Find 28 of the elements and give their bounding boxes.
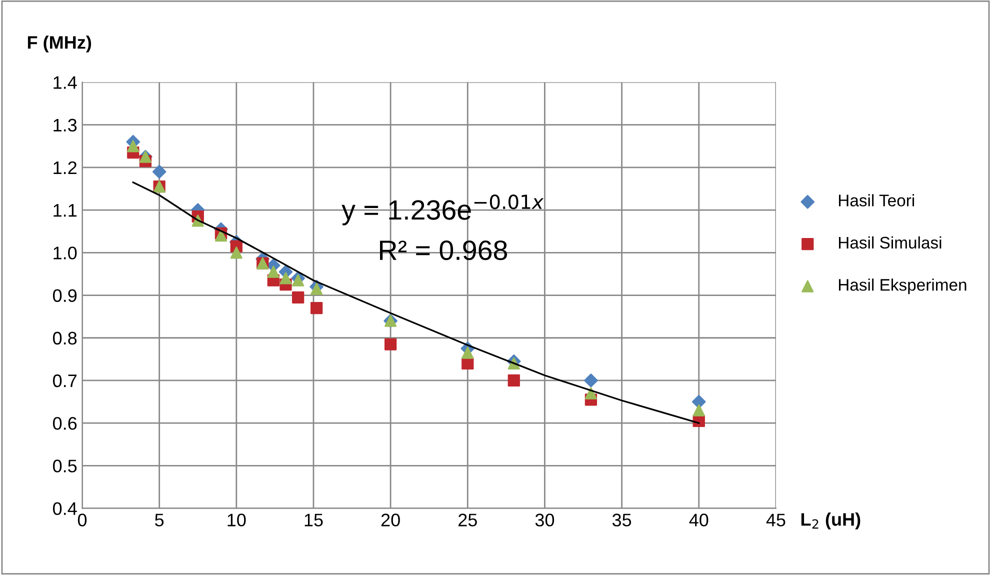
y-tick-label: 0.5 xyxy=(53,460,77,472)
x-axis-title: L$_{2}$ (uH) xyxy=(801,512,860,530)
y-tick-label: 1.1 xyxy=(54,204,77,217)
y-tick-label: 0.6 xyxy=(53,417,77,430)
annotation: R² = 0.968 xyxy=(380,240,508,260)
legend-label: Hasil Eksperimen xyxy=(838,278,966,294)
y-tick-label: 0.9 xyxy=(53,289,77,302)
y-tick-label: 1.3 xyxy=(54,118,77,132)
y-tick-label: 1.4 xyxy=(54,76,77,89)
x-tick-label: 15 xyxy=(304,514,323,526)
x-tick-label: 20 xyxy=(381,514,400,526)
x-tick-label: 25 xyxy=(458,514,477,526)
x-tick-label: 35 xyxy=(612,514,632,526)
y-axis-title: F (MHz) xyxy=(28,36,92,52)
legend-label: Hasil Simulasi xyxy=(838,236,942,249)
legend-label: Hasil Teori xyxy=(838,194,914,206)
x-tick-label: 5 xyxy=(155,514,164,526)
y-tick-label: 0.8 xyxy=(53,332,77,345)
annotation: y = 1.236e$^{−0.01x}$ xyxy=(342,194,544,226)
x-tick-label: 45 xyxy=(766,514,786,526)
y-tick-label: 1.0 xyxy=(54,246,77,260)
y-tick-label: 1.2 xyxy=(54,161,76,174)
x-tick-label: 10 xyxy=(228,514,246,526)
y-tick-label: 0.7 xyxy=(53,374,76,388)
x-tick-label: 0 xyxy=(78,514,87,526)
x-tick-label: 30 xyxy=(535,514,554,526)
x-tick-label: 40 xyxy=(689,514,708,526)
y-tick-label: 0.4 xyxy=(53,502,77,516)
